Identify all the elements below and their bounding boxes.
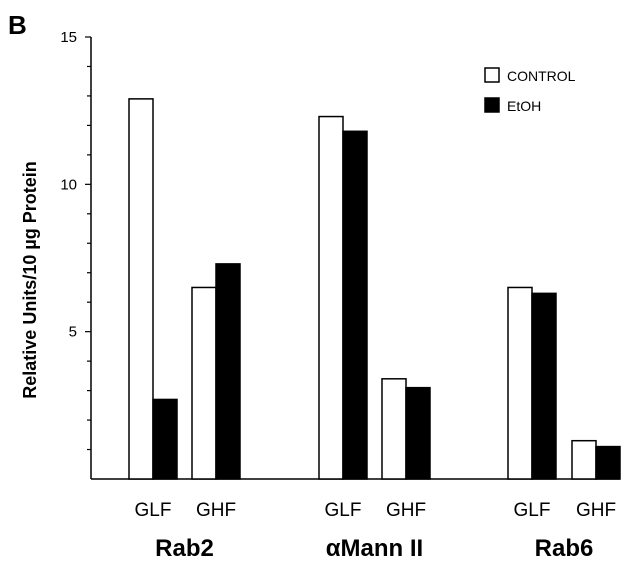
category-label: GLF — [325, 500, 362, 521]
category-label: GHF — [196, 500, 236, 521]
y-tick-label: 5 — [69, 324, 77, 341]
group-label: αMann II — [326, 535, 423, 562]
bar-etoh — [405, 386, 431, 480]
bar-control — [128, 98, 154, 480]
group-labels: Rab2 αMann II Rab6 — [155, 535, 593, 562]
legend-control-label: CONTROL — [507, 68, 576, 84]
bar-control — [507, 286, 533, 480]
category-label: GLF — [135, 500, 172, 521]
y-tick-label: 10 — [60, 176, 77, 193]
bar-etoh — [215, 263, 241, 480]
category-labels: GLF GHF GLF GHF GLF GHF — [135, 500, 617, 521]
y-tick-label: 15 — [60, 29, 77, 46]
y-axis-label: Relative Units/10 µg Protein — [20, 161, 40, 398]
bars — [128, 98, 621, 480]
bar-etoh — [531, 292, 557, 480]
category-label: GLF — [514, 500, 551, 521]
group-label: Rab6 — [535, 535, 594, 562]
panel-label: B — [8, 10, 27, 40]
legend-etoh-label: EtOH — [507, 98, 541, 114]
bar-etoh — [152, 398, 178, 480]
legend-etoh-swatch — [484, 97, 500, 113]
group-label: Rab2 — [155, 535, 214, 562]
y-ticks: 5 10 15 — [60, 29, 91, 451]
bar-control — [318, 115, 344, 480]
bar-control — [571, 439, 597, 480]
category-label: GHF — [576, 500, 616, 521]
legend: CONTROL EtOH — [484, 67, 576, 114]
bar-control — [191, 286, 217, 480]
bar-etoh — [342, 130, 368, 480]
bar-etoh — [595, 445, 621, 480]
legend-control-swatch — [484, 67, 500, 83]
category-label: GHF — [386, 500, 426, 521]
bar-control — [381, 378, 407, 480]
